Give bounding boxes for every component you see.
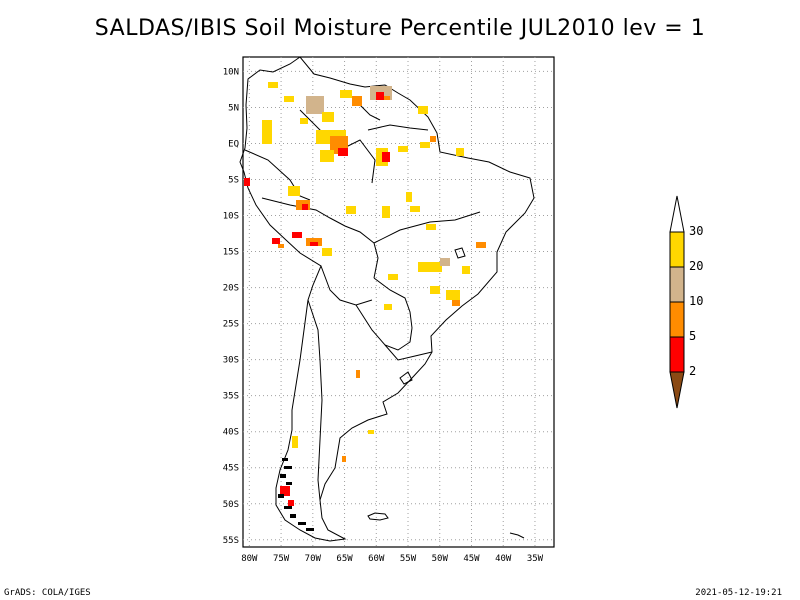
- footer-credit: GrADS: COLA/IGES: [4, 588, 91, 598]
- lon-tick-label: 35W: [527, 554, 544, 564]
- lon-tick-label: 50W: [432, 554, 449, 564]
- lon-tick-label: 60W: [368, 554, 385, 564]
- lat-tick-label: 45S: [223, 464, 239, 474]
- latitude-tick-labels: 10N 5N EQ 5S 10S 15S 20S 25S 30S 35S 40S 45S 50S 55S: [223, 67, 239, 545]
- legend-swatch: [669, 266, 685, 303]
- footer-timestamp: 2021-05-12-19:21: [695, 588, 782, 598]
- map-gridlines: [243, 57, 554, 547]
- legend-arrow-top: [669, 195, 685, 233]
- lon-tick-label: 65W: [336, 554, 353, 564]
- lon-tick-label: 40W: [495, 554, 512, 564]
- lon-tick-label: 80W: [241, 554, 258, 564]
- lon-tick-label: 45W: [463, 554, 480, 564]
- legend-level-label: 10: [689, 294, 703, 308]
- lon-tick-label: 75W: [273, 554, 290, 564]
- legend-level-label: 5: [689, 329, 696, 343]
- legend-arrow-bottom: [669, 371, 685, 409]
- legend-swatch: [669, 336, 685, 373]
- lat-tick-label: 55S: [223, 536, 239, 546]
- lat-tick-label: 25S: [223, 320, 239, 330]
- longitude-tick-labels: 80W 75W 70W 65W 60W 55W 50W 45W 40W 35W: [241, 554, 543, 564]
- colorbar-legend: 30 20 10 5 2: [669, 195, 703, 409]
- map-title: SALDAS/IBIS Soil Moisture Percentile JUL…: [94, 16, 706, 41]
- lat-tick-label: 5N: [228, 103, 239, 113]
- lat-tick-label: 40S: [223, 428, 239, 438]
- lon-tick-label: 55W: [400, 554, 417, 564]
- plot-frame: [242, 56, 555, 548]
- legend-level-label: 2: [689, 364, 696, 378]
- lat-tick-label: 50S: [223, 500, 239, 510]
- lat-tick-label: 20S: [223, 284, 239, 294]
- legend-swatch: [669, 231, 685, 268]
- legend-swatch: [669, 301, 685, 338]
- legend-level-label: 20: [689, 259, 703, 273]
- lon-tick-label: 70W: [305, 554, 322, 564]
- lat-tick-label: 10S: [223, 212, 239, 222]
- lat-tick-label: 35S: [223, 392, 239, 402]
- lat-tick-label: EQ: [228, 139, 239, 149]
- lat-tick-label: 30S: [223, 356, 239, 366]
- chilean-archipelago: [278, 458, 314, 531]
- legend-level-label: 30: [689, 224, 703, 238]
- percentile-patches: [244, 82, 486, 506]
- lat-tick-label: 10N: [223, 67, 239, 77]
- islands: [367, 247, 525, 539]
- lat-tick-label: 5S: [228, 176, 239, 186]
- lat-tick-label: 15S: [223, 248, 239, 258]
